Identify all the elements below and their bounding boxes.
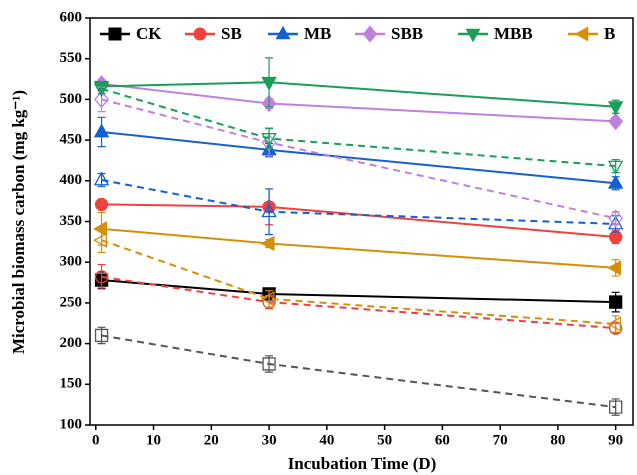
y-tick-label: 300 — [60, 254, 83, 270]
marker — [608, 112, 624, 131]
marker — [608, 209, 624, 228]
marker — [609, 230, 623, 244]
marker — [261, 203, 277, 218]
x-axis-title: Incubation Time (D) — [288, 454, 437, 473]
series — [93, 227, 622, 333]
legend-label: SB — [221, 24, 242, 43]
x-tick-label: 50 — [377, 432, 392, 448]
x-tick-label: 0 — [92, 432, 100, 448]
y-tick-label: 550 — [60, 50, 83, 66]
marker — [93, 221, 108, 237]
marker — [94, 270, 109, 284]
y-tick-label: 150 — [60, 376, 83, 392]
series-line — [101, 334, 616, 409]
y-tick-label: 200 — [60, 335, 83, 351]
x-tick-label: 90 — [608, 432, 623, 448]
series-line — [101, 227, 616, 269]
series — [93, 171, 624, 236]
marker — [94, 197, 109, 212]
x-tick-label: 40 — [319, 432, 334, 448]
y-axis-title: Microbial biomass carbon (mg kg⁻¹) — [9, 90, 28, 354]
marker — [94, 90, 110, 109]
plot-frame — [89, 17, 634, 426]
marker — [260, 235, 275, 252]
legend: CK SB MB SBB MBB B — [100, 24, 615, 43]
x-tick-label: 20 — [204, 432, 219, 448]
series — [93, 83, 624, 175]
marker — [93, 232, 108, 248]
marker — [261, 133, 277, 148]
marker — [262, 357, 276, 371]
marker — [261, 76, 277, 91]
series-line — [101, 239, 616, 326]
y-tick-label: 350 — [60, 213, 83, 229]
legend-marker — [193, 27, 207, 41]
series-line — [101, 130, 616, 185]
marker — [607, 316, 622, 332]
y-tick-label: 400 — [60, 172, 83, 188]
legend-label: CK — [136, 24, 162, 43]
marker — [607, 174, 624, 189]
legend-marker — [574, 26, 589, 42]
error-bar — [265, 290, 274, 308]
series-line — [101, 203, 616, 238]
marker — [609, 295, 623, 309]
y-tick-label: 250 — [60, 294, 83, 310]
series — [93, 211, 622, 277]
marker — [261, 133, 277, 152]
y-tick-label: 500 — [60, 91, 83, 107]
error-bar — [97, 227, 106, 254]
legend-marker — [465, 28, 481, 43]
legend-marker — [275, 25, 291, 40]
y-tick-label: 450 — [60, 132, 83, 148]
marker — [609, 400, 623, 414]
series-line — [101, 81, 616, 108]
marker — [607, 260, 622, 276]
error-bar — [265, 188, 274, 236]
marker — [607, 160, 624, 175]
legend-label: MBB — [494, 24, 533, 43]
legend-label: B — [604, 24, 615, 43]
marker — [94, 328, 109, 343]
x-tick-label: 70 — [493, 432, 508, 448]
marker — [260, 291, 275, 307]
series — [94, 326, 623, 416]
error-bar — [611, 211, 620, 226]
series — [93, 57, 624, 116]
marker — [93, 83, 110, 98]
series-line — [101, 275, 616, 330]
error-bar — [611, 315, 620, 333]
x-tick-label: 10 — [146, 432, 161, 448]
y-tick-label: 100 — [60, 416, 83, 432]
x-tick-label: 60 — [435, 432, 450, 448]
series — [93, 116, 624, 191]
series-line — [101, 279, 616, 304]
legend-label: SBB — [391, 24, 423, 43]
x-tick-label: 80 — [550, 432, 565, 448]
legend-label: MB — [304, 24, 331, 43]
marker — [93, 123, 110, 138]
x-tick-label: 30 — [262, 432, 277, 448]
marker — [607, 101, 624, 116]
y-tick-label: 600 — [60, 9, 83, 25]
marker — [93, 171, 110, 186]
legend-marker — [362, 25, 378, 43]
error-bar — [97, 264, 106, 290]
legend-marker — [108, 27, 122, 41]
